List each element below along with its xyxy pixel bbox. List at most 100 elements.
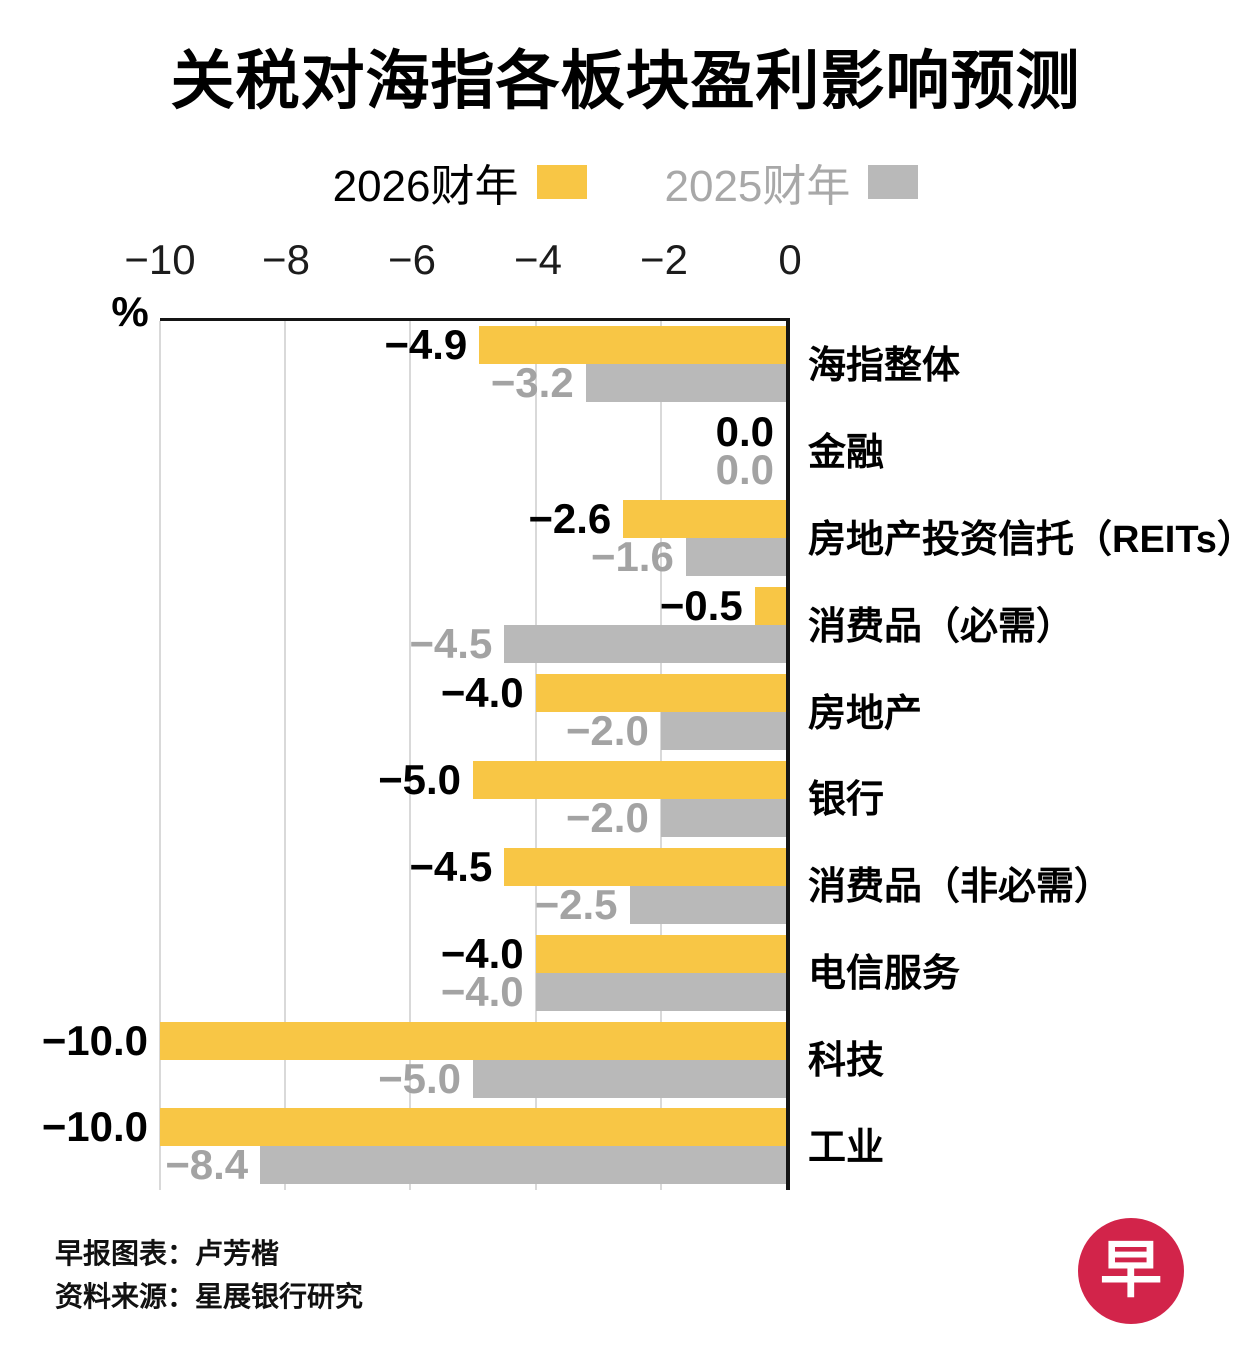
chart-title: 关税对海指各板块盈利影响预测 xyxy=(170,45,1081,117)
bar-row: 0.0 0.0 xyxy=(160,408,786,495)
category-label: 科技 xyxy=(808,1040,885,1083)
bar-line: −4.5 xyxy=(160,620,786,668)
value-label: −2.5 xyxy=(534,880,618,928)
bar-2026财年 xyxy=(535,674,786,712)
bar-2025财年 xyxy=(504,625,786,664)
category-label: 工业 xyxy=(808,1126,885,1169)
bar-2025财年 xyxy=(585,364,786,403)
chart-credit: 早报图表：卢芳楷 xyxy=(55,1238,280,1269)
bar-line: −0.5 xyxy=(160,582,786,630)
legend-label-2026: 2026财年 xyxy=(332,162,519,211)
bar-2025财年 xyxy=(629,885,786,924)
bar-line: 0.0 xyxy=(160,446,786,494)
gridline xyxy=(159,321,161,1190)
legend-item-2026: 2026财年 xyxy=(333,150,587,214)
bar-row: −10.0 −8.4 xyxy=(42,1103,786,1190)
zaobao-logo: 早 xyxy=(1078,1218,1184,1324)
bar-line: −5.0 xyxy=(160,755,786,803)
bar-2026财年 xyxy=(160,1021,786,1060)
bar-line: −2.5 xyxy=(160,880,786,928)
value-label: −4.0 xyxy=(440,669,524,716)
bar-line: 0.0 xyxy=(160,411,786,453)
category-label: 消费品（必需） xyxy=(808,605,1075,648)
value-label: −1.6 xyxy=(590,533,674,581)
bar-2025财年 xyxy=(660,712,786,750)
value-label: −4.5 xyxy=(409,620,493,668)
bar-2026财年 xyxy=(623,500,786,539)
value-label: −5.0 xyxy=(378,1054,461,1102)
bar-line: −3.2 xyxy=(160,359,786,407)
bar-row: −4.0 −2.0 xyxy=(160,669,786,756)
category-label: 消费品（非必需） xyxy=(808,866,1113,909)
x-tick-label: −6 xyxy=(388,236,436,283)
plot-area: −4.9 −3.2 0.0 0.0 −2.6 −1.6 −0.5 −4.5 −4.0 −2.0 −5… xyxy=(42,318,790,1190)
bar-2026财年 xyxy=(160,1108,786,1147)
legend: 2026财年 2025财年 xyxy=(0,150,1251,214)
value-label: 0.0 xyxy=(715,446,774,494)
legend-item-2025: 2025财年 xyxy=(665,150,919,214)
bar-2025财年 xyxy=(260,1146,786,1185)
value-label: −10.0 xyxy=(41,1016,148,1064)
x-tick-label: −10 xyxy=(124,236,196,283)
bar-line: −2.0 xyxy=(160,707,786,754)
gridline xyxy=(409,321,412,1190)
value-label: −0.5 xyxy=(659,582,743,630)
bar-2025财年 xyxy=(473,1059,786,1098)
bar-line: −8.4 xyxy=(160,1141,786,1189)
x-tick-label: −8 xyxy=(262,236,310,283)
bar-2026财年 xyxy=(504,847,786,886)
bar-2026财年 xyxy=(754,587,786,626)
value-label: −10.0 xyxy=(41,1103,148,1151)
value-label: −4.0 xyxy=(440,929,524,977)
bar-line: −4.5 xyxy=(160,842,786,890)
gridline xyxy=(534,321,537,1190)
bar-row: −4.9 −3.2 xyxy=(160,321,786,408)
bar-line: −1.6 xyxy=(160,533,786,581)
bar-line: −4.0 xyxy=(160,967,786,1015)
bar-row: −10.0 −5.0 xyxy=(42,1016,786,1103)
bar-2026财年 xyxy=(535,934,786,973)
bar-line: −10.0 xyxy=(42,1106,786,1148)
bar-line: −2.6 xyxy=(160,495,786,543)
chart-footer: 早报图表：卢芳楷 资料来源：星展银行研究 xyxy=(55,1232,363,1319)
gridline xyxy=(659,321,662,1190)
value-label: −4.0 xyxy=(440,967,524,1015)
bar-line: −4.0 xyxy=(160,669,786,716)
logo-glyph: 早 xyxy=(1099,1236,1162,1305)
value-label: −4.5 xyxy=(409,842,493,890)
bar-line: −2.0 xyxy=(160,793,786,841)
value-label: −8.4 xyxy=(165,1141,249,1189)
gridline xyxy=(284,321,287,1190)
legend-swatch-2025-icon xyxy=(868,165,919,199)
legend-swatch-2026-icon xyxy=(536,165,587,199)
bar-2025财年 xyxy=(535,972,786,1011)
bar-row: −4.0 −4.0 xyxy=(160,929,786,1016)
value-label: −2.0 xyxy=(565,793,649,841)
value-label: −3.2 xyxy=(490,359,574,407)
value-label: −2.0 xyxy=(565,707,649,754)
bar-2025财年 xyxy=(660,798,786,837)
bar-line: −10.0 xyxy=(42,1019,786,1061)
value-label: −4.9 xyxy=(384,321,468,369)
x-tick-label: 0 xyxy=(778,236,802,283)
category-label: 房地产 xyxy=(808,692,923,735)
category-label: 金融 xyxy=(808,431,885,474)
bar-row: −2.6 −1.6 xyxy=(160,495,786,582)
x-axis-ticks: −10 −8 −6 −4 −2 0 xyxy=(124,236,801,290)
bar-2025财年 xyxy=(685,538,786,577)
bar-line: −5.0 xyxy=(160,1054,786,1102)
chart-source: 资料来源：星展银行研究 xyxy=(55,1281,364,1313)
value-label: −5.0 xyxy=(378,755,461,803)
x-tick-label: −2 xyxy=(640,236,688,283)
value-label: −2.6 xyxy=(528,495,612,543)
bar-line: −4.0 xyxy=(160,929,786,977)
unit-label: % xyxy=(111,288,149,335)
category-label: 银行 xyxy=(808,779,885,822)
category-label: 海指整体 xyxy=(808,344,961,387)
category-label: 房地产投资信托（REITs） xyxy=(808,518,1251,561)
bar-2026财年 xyxy=(473,760,786,799)
bar-row: −5.0 −2.0 xyxy=(160,755,786,842)
legend-label-2025: 2025财年 xyxy=(664,162,851,211)
bar-row: −4.5 −2.5 xyxy=(160,842,786,929)
category-labels: 海指整体金融房地产投资信托（REITs） 消费品（必需） 房地产银行消费品（非必需）… xyxy=(808,318,1251,1190)
